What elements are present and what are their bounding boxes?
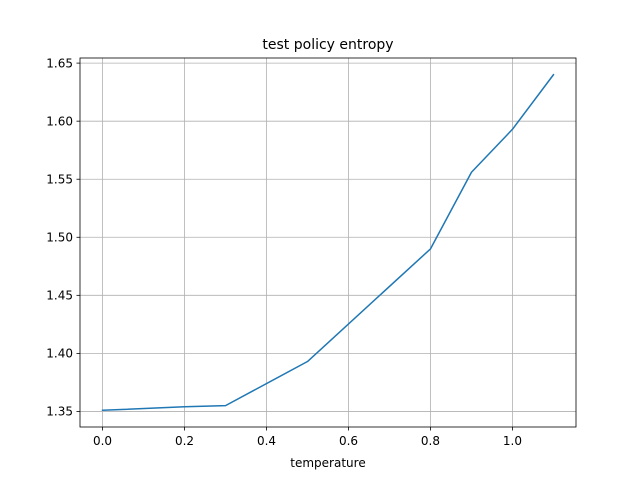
series-line [101,73,555,412]
grid [80,58,576,427]
y-tick-label: 1.45 [46,289,73,303]
y-tick-label: 1.50 [46,231,73,245]
y-tick-label: 1.65 [46,56,73,70]
y-tick-label: 1.35 [46,405,73,419]
series-layer [101,73,555,412]
y-tick-label: 1.40 [46,347,73,361]
y-tick-label: 1.60 [46,114,73,128]
x-tick-label: 0.6 [339,434,358,448]
plot-frame [79,57,577,428]
x-tick-label: 0.8 [421,434,440,448]
x-axis-title: temperature [290,456,365,470]
y-tick-label: 1.55 [46,173,73,187]
x-tick-label: 0.2 [175,434,194,448]
chart-title: test policy entropy [262,37,393,53]
x-tick-label: 1.0 [503,434,522,448]
x-tick-label: 0.4 [257,434,276,448]
ticks: 0.0 0.2 0.4 0.6 0.8 1.0 1.35 1.40 1.45 1.50 1.55 1.… [46,56,522,448]
x-tick-label: 0.0 [93,434,112,448]
